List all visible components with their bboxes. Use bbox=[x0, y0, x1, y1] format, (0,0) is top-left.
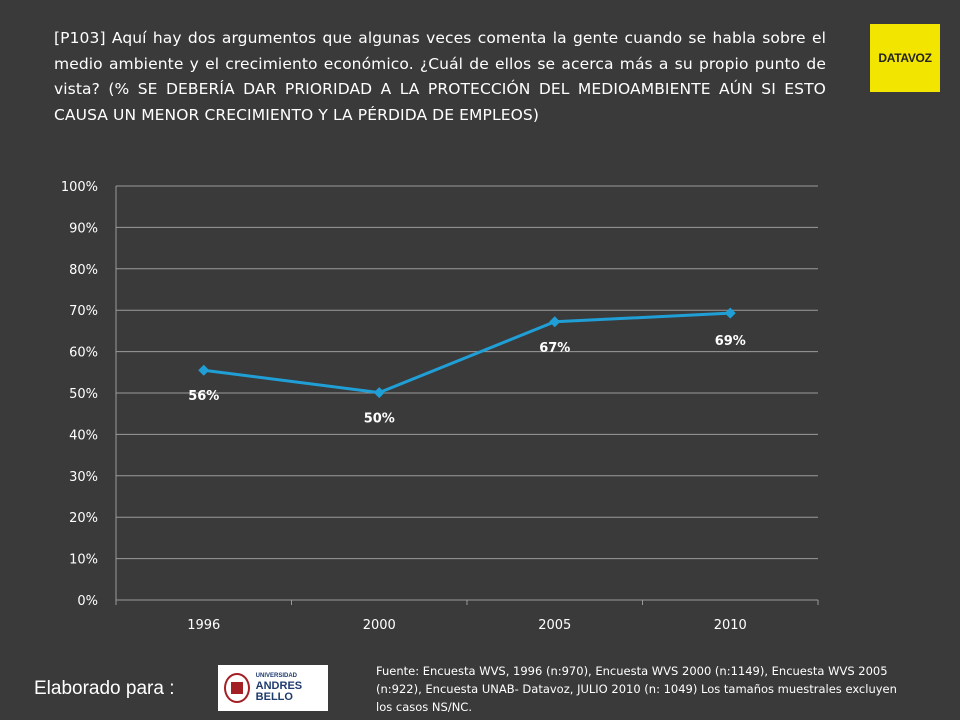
x-tick-label: 2010 bbox=[714, 618, 747, 633]
data-point bbox=[549, 316, 561, 328]
x-tick-label: 2000 bbox=[363, 618, 396, 633]
data-point bbox=[724, 307, 736, 319]
elaborado-para-label: Elaborado para : bbox=[34, 678, 175, 699]
y-tick-label: 10% bbox=[69, 553, 98, 568]
x-tick-label: 2005 bbox=[538, 618, 571, 633]
unab-logo-small-text: UNIVERSIDAD bbox=[255, 673, 298, 679]
y-tick-label: 80% bbox=[69, 263, 98, 278]
y-tick-label: 90% bbox=[69, 221, 98, 236]
source-note: Fuente: Encuesta WVS, 1996 (n:970), Encu… bbox=[376, 664, 897, 714]
y-tick-label: 60% bbox=[69, 346, 98, 361]
data-label: 56% bbox=[188, 389, 219, 404]
series-line bbox=[203, 311, 731, 395]
data-point bbox=[373, 387, 385, 399]
y-tick-label: 0% bbox=[77, 594, 98, 609]
unab-logo-big-text: ANDRES BELLO bbox=[255, 680, 303, 703]
datavoz-logo: DATAVOZ bbox=[870, 24, 940, 92]
y-tick-label: 100% bbox=[61, 180, 98, 195]
data-label: 50% bbox=[364, 412, 395, 427]
unab-logo: UNIVERSIDAD ANDRES BELLO bbox=[218, 665, 328, 711]
x-tick-label: 1996 bbox=[187, 618, 220, 633]
y-tick-label: 50% bbox=[69, 387, 98, 402]
data-label: 69% bbox=[715, 334, 746, 349]
unab-crest-icon bbox=[224, 673, 250, 703]
y-tick-label: 40% bbox=[69, 428, 98, 443]
y-tick-label: 20% bbox=[69, 511, 98, 526]
datavoz-logo-text: DATAVOZ bbox=[878, 51, 932, 65]
question-text: [P103] Aquí hay dos argumentos que algun… bbox=[54, 29, 826, 124]
data-label: 67% bbox=[539, 341, 570, 356]
y-tick-label: 70% bbox=[69, 304, 98, 319]
y-tick-label: 30% bbox=[69, 470, 98, 485]
data-point bbox=[198, 364, 210, 376]
